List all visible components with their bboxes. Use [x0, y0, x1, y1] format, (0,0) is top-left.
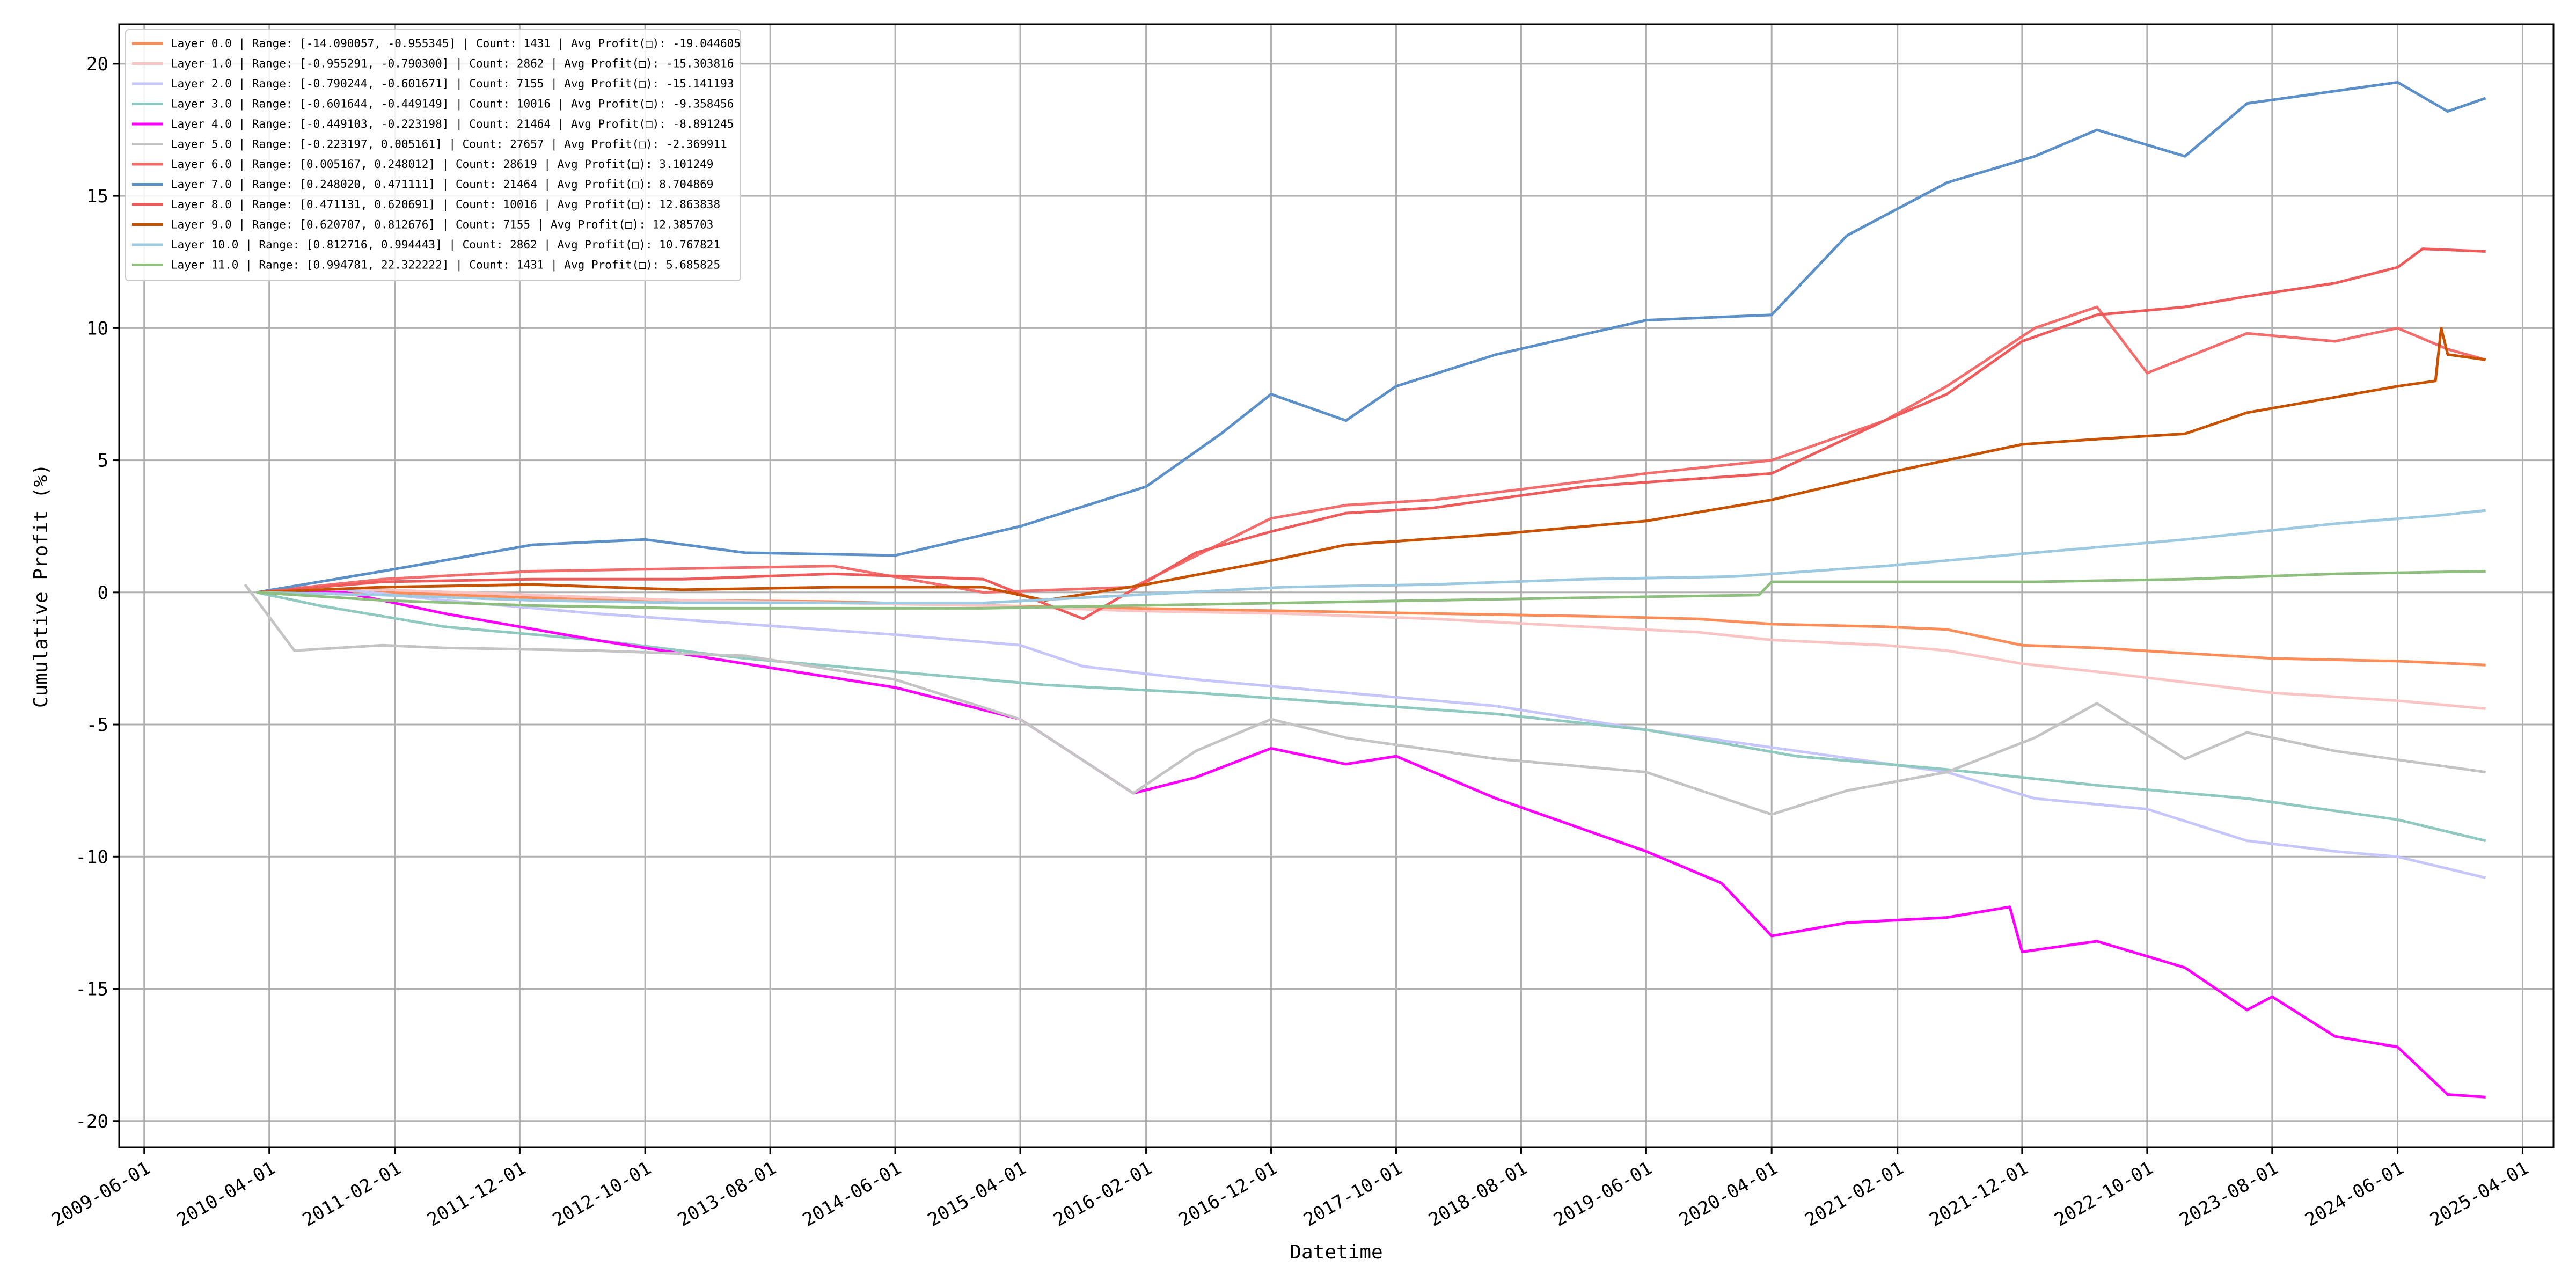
- series-line-layer-4: [257, 591, 2486, 1099]
- legend-entry-layer-8: Layer 8.0 | Range: [0.471131, 0.620691] …: [171, 198, 720, 211]
- series-line-layer-9: [256, 326, 2486, 602]
- series-lines: [244, 80, 2486, 1099]
- legend-entry-layer-1: Layer 1.0 | Range: [-0.955291, -0.790300…: [171, 57, 734, 71]
- series-line-layer-5: [244, 583, 2486, 816]
- y-tick-label: 10: [86, 318, 108, 339]
- y-axis-ticks: -20 -15 -10 -5 0 5 10 15 20: [76, 54, 119, 1132]
- legend: Layer 0.0 | Range: [-14.090057, -0.95534…: [125, 29, 741, 281]
- series-line-layer-8: [256, 247, 2486, 620]
- legend-entry-layer-7: Layer 7.0 | Range: [0.248020, 0.471111] …: [171, 178, 713, 192]
- x-axis-label: Datetime: [1290, 1241, 1382, 1263]
- series-line-layer-6: [256, 305, 2486, 594]
- y-tick-label: -5: [86, 714, 108, 736]
- series-line-layer-1: [256, 588, 2486, 710]
- legend-entry-layer-9: Layer 9.0 | Range: [0.620707, 0.812676] …: [171, 218, 713, 232]
- legend-entry-layer-4: Layer 4.0 | Range: [-0.449103, -0.223198…: [171, 118, 734, 131]
- y-axis-label: Cumulative Profit (%): [30, 464, 52, 708]
- legend-entry-layer-11: Layer 11.0 | Range: [0.994781, 22.322222…: [171, 259, 720, 272]
- legend-entry-layer-10: Layer 10.0 | Range: [0.812716, 0.994443]…: [171, 238, 720, 252]
- series-line-layer-7: [256, 80, 2486, 594]
- y-tick-label: 0: [98, 582, 108, 604]
- legend-entry-layer-2: Layer 2.0 | Range: [-0.790244, -0.601671…: [171, 77, 734, 91]
- y-tick-label: 15: [86, 186, 108, 207]
- series-line-layer-10: [256, 509, 2486, 604]
- legend-entry-layer-6: Layer 6.0 | Range: [0.005167, 0.248012] …: [171, 158, 713, 171]
- series-line-layer-2: [256, 588, 2486, 880]
- series-line-layer-11: [256, 569, 2486, 610]
- y-tick-label: -10: [76, 846, 108, 868]
- legend-entry-layer-0: Layer 0.0 | Range: [-14.090057, -0.95534…: [171, 37, 741, 50]
- legend-box: [125, 29, 741, 281]
- legend-entry-layer-5: Layer 5.0 | Range: [-0.223197, 0.005161]…: [171, 138, 727, 151]
- plot-area-frame: [118, 23, 2555, 1148]
- y-tick-label: 5: [98, 450, 108, 472]
- y-tick-label: -15: [76, 979, 108, 1000]
- y-tick-label: 20: [86, 54, 108, 75]
- series-line-layer-3: [256, 591, 2486, 843]
- legend-entry-layer-3: Layer 3.0 | Range: [-0.601644, -0.449149…: [171, 98, 734, 111]
- y-tick-label: -20: [76, 1111, 108, 1132]
